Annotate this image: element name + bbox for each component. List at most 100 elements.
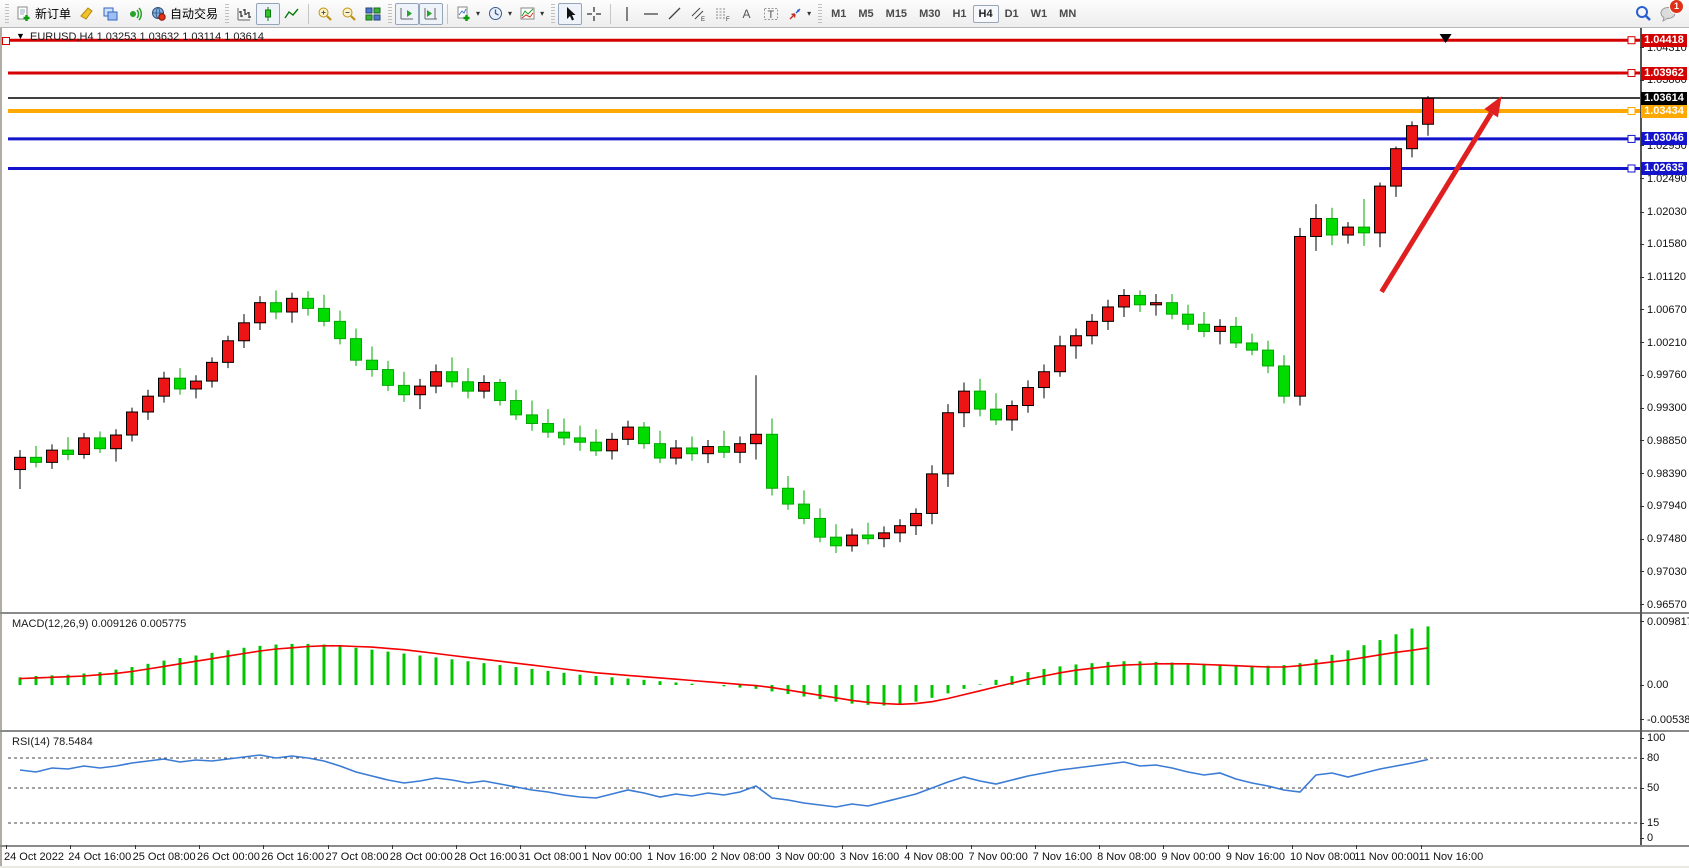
line-chart-button[interactable]: [280, 3, 304, 25]
time-axis-label: 24 Oct 16:00: [68, 851, 132, 863]
dropdown-caret-icon: ▾: [476, 9, 481, 18]
rsi-label: RSI(14) 78.5484: [12, 736, 93, 748]
toolbar-grip[interactable]: [551, 3, 556, 24]
macd-panel[interactable]: [8, 616, 1640, 729]
rsi-line: [19, 754, 1429, 808]
time-tick: [456, 845, 458, 849]
tab-timeframe-w1[interactable]: W1: [1030, 7, 1048, 20]
vertical-line-button[interactable]: [615, 3, 639, 25]
time-tick: [1292, 845, 1293, 849]
tab-timeframe-mn[interactable]: MN: [1059, 7, 1077, 20]
time-tick: [327, 845, 329, 849]
vertical-line-icon: [619, 6, 635, 22]
price-tick: [1640, 47, 1644, 49]
text-icon: A: [739, 6, 755, 22]
price-tick-label: 0.99760: [1647, 369, 1687, 382]
bar-chart-button[interactable]: [232, 3, 256, 25]
time-tick: [1356, 845, 1358, 849]
macd-tick: [1640, 684, 1644, 686]
price-tick-label: 1.02030: [1647, 206, 1687, 218]
tab-timeframe-d1[interactable]: D1: [1004, 7, 1019, 20]
time-axis-label: 7 Nov 16:00: [1032, 851, 1093, 863]
price-axis[interactable]: 1.043101.038601.034101.029501.024901.020…: [1640, 28, 1689, 845]
autotrade-button[interactable]: 自动交易: [147, 2, 222, 25]
main-chart[interactable]: [8, 28, 1640, 612]
panel-separator[interactable]: [0, 730, 1689, 732]
tab-timeframe-m15[interactable]: M15: [885, 7, 908, 20]
line-end-handle[interactable]: [1627, 134, 1636, 143]
time-tick: [134, 845, 136, 849]
zoom-in-button[interactable]: [313, 3, 337, 25]
search-icon[interactable]: [1635, 5, 1651, 22]
macd-tick-label: -0.005384: [1647, 713, 1689, 726]
line-end-handle[interactable]: [1627, 36, 1636, 45]
time-axis-label: 10 Nov 08:00: [1290, 851, 1356, 863]
periods-button[interactable]: ▾: [484, 3, 516, 25]
tab-timeframe-m1[interactable]: M1: [831, 7, 847, 20]
crosshair-button[interactable]: [582, 3, 606, 25]
fibonacci-button[interactable]: F: [711, 3, 735, 25]
time-axis-label: 27 Oct 08:00: [325, 851, 389, 863]
line-end-handle[interactable]: [1627, 164, 1636, 173]
cursor-button[interactable]: [558, 2, 583, 25]
time-axis-label: 7 Nov 00:00: [968, 851, 1028, 863]
chart-window-button[interactable]: [99, 3, 123, 25]
indicators-button[interactable]: ▾: [516, 3, 548, 25]
trend-arrow-head[interactable]: [1484, 96, 1502, 118]
line-end-handle[interactable]: [1627, 69, 1636, 78]
tag-icon: [79, 6, 95, 22]
time-tick: [391, 845, 393, 849]
chart-shift-button[interactable]: [419, 2, 444, 25]
chat-icon[interactable]: 1: [1659, 0, 1684, 24]
rsi-panel[interactable]: [8, 733, 1640, 845]
price-tick: [1640, 342, 1644, 344]
tab-timeframe-m30[interactable]: M30: [919, 7, 941, 20]
time-axis[interactable]: 24 Oct 2022 24 Oct 16:00 25 Oct 08:00 26 Oc…: [0, 845, 1640, 866]
price-tick: [1640, 604, 1644, 606]
toolbar-grip[interactable]: [5, 3, 9, 24]
trendline-button[interactable]: [663, 3, 687, 25]
time-axis-label: 1 Nov 16:00: [647, 851, 707, 863]
tile-windows-button[interactable]: [361, 3, 385, 25]
panel-separator[interactable]: [0, 612, 1689, 614]
toolbar-grip[interactable]: [225, 3, 230, 24]
price-tick-label: 1.01580: [1647, 238, 1687, 251]
candlestick-chart-button[interactable]: [256, 2, 281, 25]
line-end-handle[interactable]: [1627, 107, 1636, 116]
text-label-button[interactable]: T: [759, 3, 783, 25]
line-chart-icon: [284, 6, 300, 22]
tab-timeframe-m5[interactable]: M5: [858, 7, 874, 20]
time-axis-label: 25 Oct 08:00: [132, 851, 196, 863]
signal-button[interactable]: [123, 3, 147, 25]
tab-timeframe-h4[interactable]: H4: [972, 4, 999, 23]
new-order-button[interactable]: 新订单: [12, 2, 75, 25]
new-order-label: 新订单: [35, 7, 72, 21]
rsi-tick-label: 50: [1647, 782, 1660, 794]
time-axis-label: 4 Nov 08:00: [904, 851, 964, 863]
toolbar: 新订单 自动交易: [0, 0, 1689, 28]
price-tick-label: 0.97940: [1647, 500, 1687, 513]
trend-arrow-annotation[interactable]: [1379, 111, 1494, 294]
tab-timeframe-h1[interactable]: H1: [952, 7, 967, 20]
toolbar-grip[interactable]: [388, 3, 393, 24]
toolbar-grip[interactable]: [818, 3, 823, 24]
svg-text:T: T: [768, 9, 775, 21]
line-handle[interactable]: [2, 37, 10, 45]
horizontal-line-button[interactable]: [639, 3, 663, 25]
toolbar-separator: [447, 3, 449, 24]
auto-scroll-button[interactable]: [395, 2, 420, 25]
new-chart-button[interactable]: ▾: [452, 3, 484, 25]
time-tick: [584, 845, 586, 849]
channel-button[interactable]: E: [687, 3, 711, 25]
triangle-marker-annotation[interactable]: [1439, 33, 1452, 43]
tag-button[interactable]: [75, 3, 99, 25]
arrows-tool-button[interactable]: ▾: [783, 3, 815, 25]
time-axis-label: 28 Oct 16:00: [454, 851, 518, 863]
text-button[interactable]: A: [735, 3, 759, 25]
time-axis-label: 26 Oct 16:00: [261, 851, 325, 863]
panel-separator: [0, 845, 1689, 847]
price-axis-line: [1640, 28, 1642, 845]
zoom-out-button[interactable]: [337, 3, 361, 25]
indicators-icon: [520, 6, 536, 22]
